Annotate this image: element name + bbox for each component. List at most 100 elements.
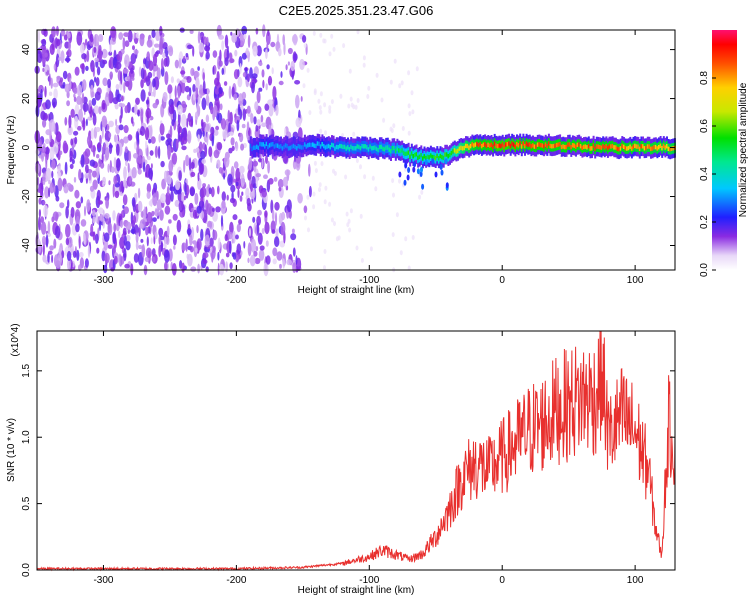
noise-blob: [272, 247, 278, 257]
ridge-cell: [359, 146, 362, 151]
noise-blob: [124, 54, 130, 68]
ridge-cell: [332, 143, 335, 148]
noise-blob: [152, 102, 158, 109]
noise-blob: [84, 38, 88, 46]
ridge-cell: [506, 142, 509, 147]
noise-blob: [163, 57, 168, 67]
noise-blob: [236, 243, 242, 254]
ridge-cell: [568, 142, 571, 147]
noise-blob: [374, 186, 378, 192]
noise-blob: [205, 114, 210, 123]
noise-blob: [257, 232, 263, 245]
noise-blob: [290, 60, 296, 72]
noise-blob: [132, 199, 136, 212]
noise-blob: [78, 235, 81, 249]
ridge-cell: [423, 154, 426, 159]
ridge-cell: [361, 144, 364, 149]
noise-blob: [164, 249, 170, 263]
noise-blob: [204, 144, 208, 157]
noise-blob: [280, 71, 283, 78]
noise-blob: [148, 167, 154, 180]
noise-blob: [148, 200, 154, 207]
noise-blob: [218, 34, 225, 40]
noise-blob: [407, 167, 411, 173]
noise-blob: [84, 205, 86, 217]
ridge-cell: [638, 146, 641, 151]
noise-blob: [108, 142, 113, 155]
noise-blob: [407, 130, 411, 136]
noise-blob: [238, 56, 243, 68]
ridge-cell: [280, 144, 282, 149]
noise-blob: [94, 91, 101, 101]
noise-blob: [215, 125, 220, 131]
noise-blob: [359, 213, 363, 219]
noise-blob: [169, 186, 176, 192]
noise-blob: [278, 80, 284, 86]
ridge-cell: [488, 143, 491, 148]
ridge-cell: [538, 142, 541, 147]
noise-blob: [74, 189, 80, 199]
noise-blob: [420, 189, 424, 195]
noise-blob: [86, 135, 92, 146]
ridge-cell: [367, 147, 370, 152]
noise-blob: [125, 234, 131, 242]
noise-blob: [109, 71, 113, 80]
noise-blob: [75, 223, 80, 233]
ridge-cell: [670, 146, 673, 151]
noise-blob: [225, 252, 230, 258]
noise-blob: [200, 210, 205, 220]
noise-blob: [312, 204, 316, 210]
noise-blob: [273, 176, 278, 182]
noise-blob: [260, 114, 264, 123]
noise-blob: [76, 31, 83, 46]
noise-blob: [306, 194, 310, 200]
noise-blob: [202, 80, 206, 94]
noise-blob: [132, 45, 135, 51]
ridge-cell: [643, 146, 646, 151]
noise-blob: [246, 105, 251, 114]
ridge-cell: [254, 145, 257, 150]
noise-blob: [127, 78, 133, 91]
noise-blob: [90, 223, 94, 236]
noise-blob: [209, 237, 214, 247]
snr-multiplier: (x10^4): [10, 323, 21, 356]
ridge-cell: [372, 145, 375, 151]
noise-blob: [122, 179, 127, 188]
noise-blob: [55, 38, 61, 47]
noise-blob: [96, 247, 100, 254]
noise-blob: [124, 105, 129, 114]
spectrogram-x-label: Height of straight line (km): [298, 285, 415, 296]
spectrogram-ridge: [249, 133, 676, 191]
noise-blob: [229, 111, 233, 125]
noise-blob: [170, 190, 174, 202]
noise-blob: [154, 208, 160, 217]
ridge-cell: [347, 145, 349, 150]
noise-blob: [86, 50, 90, 63]
noise-blob: [265, 255, 271, 265]
noise-blob: [230, 184, 236, 193]
noise-blob: [332, 168, 335, 174]
noise-blob: [264, 103, 270, 111]
noise-blob: [123, 81, 126, 94]
noise-blob: [40, 221, 47, 235]
ridge-cell: [514, 144, 517, 149]
noise-blob: [187, 253, 193, 267]
noise-blob: [44, 65, 48, 72]
noise-blob: [113, 223, 117, 233]
noise-blob: [178, 170, 182, 182]
noise-blob: [220, 118, 227, 130]
ridge-cell: [540, 143, 542, 148]
ridge-cell: [484, 142, 487, 147]
noise-blob: [48, 73, 51, 86]
noise-blob: [101, 48, 108, 59]
ridge-cell: [524, 143, 526, 149]
noise-blob: [68, 114, 72, 129]
noise-blob: [65, 206, 69, 219]
noise-blob: [130, 67, 134, 74]
noise-blob: [118, 50, 123, 63]
noise-blob: [247, 242, 252, 257]
noise-blob: [80, 43, 85, 55]
noise-blob: [189, 87, 192, 97]
noise-blob: [141, 244, 146, 258]
noise-blob: [94, 76, 97, 83]
